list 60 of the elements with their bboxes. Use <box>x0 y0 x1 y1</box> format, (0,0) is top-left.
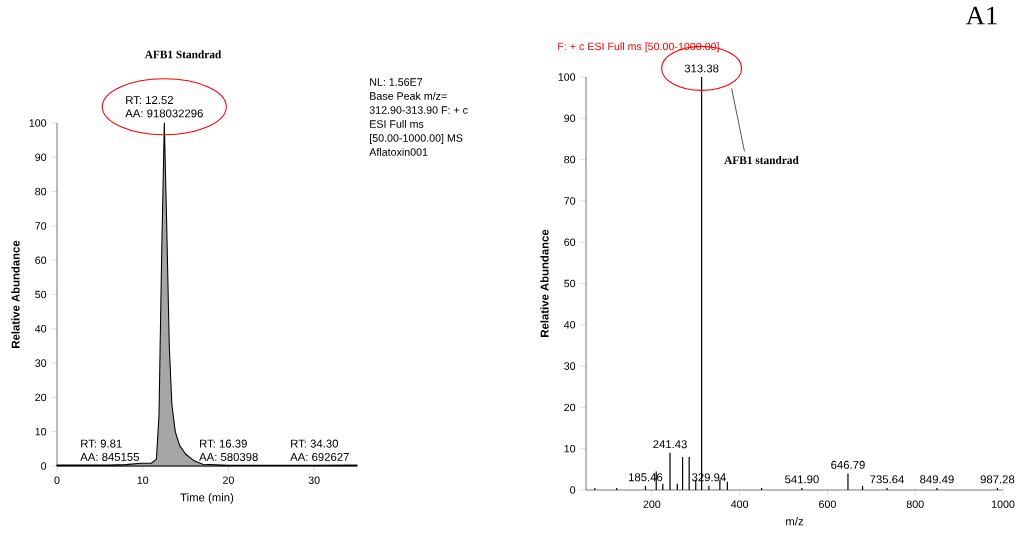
x-tick-label: 200 <box>643 500 661 508</box>
x-tick-label: 0 <box>54 476 60 484</box>
annotation: 313.38 <box>684 64 719 73</box>
y-tick-label: 60 <box>564 238 576 246</box>
y-tick-label: 0 <box>570 486 576 494</box>
y-tick-label: 80 <box>564 155 576 164</box>
y-tick-label: 90 <box>35 153 47 162</box>
y-tick-label: 100 <box>558 73 576 81</box>
x-tick-label: 1000 <box>991 500 1015 508</box>
annotation: 849.49 <box>920 475 954 484</box>
y-tick-label: 50 <box>35 290 47 299</box>
annotation: 646.79 <box>831 460 865 469</box>
y-tick-label: 40 <box>563 321 576 329</box>
x-tick-label: 600 <box>819 500 836 508</box>
chart-title: F: + c ESI Full ms [50.00-1000.00] <box>558 42 719 53</box>
y-tick-label: 90 <box>564 114 576 123</box>
y-tick-label: 100 <box>29 119 47 127</box>
annotation: AA: 580398 <box>199 452 258 461</box>
x-tick-label: 20 <box>223 476 234 484</box>
annotation: 987.28 <box>980 475 1015 484</box>
text: [50.00-1000.00] MS <box>370 133 463 144</box>
annotation: RT: 16.39 <box>200 439 247 448</box>
annotation: AFB1 standrad <box>724 156 799 165</box>
y-tick-label: 30 <box>564 362 576 370</box>
annotation: RT: 9.81 <box>81 439 122 448</box>
y-axis-title: Relative Abundance <box>11 240 20 348</box>
y-tick-label: 50 <box>564 279 576 288</box>
y-tick-label: 20 <box>564 403 576 412</box>
x-tick-label: 10 <box>137 476 149 484</box>
y-tick-label: 10 <box>564 444 576 453</box>
y-tick-label: 70 <box>35 222 47 230</box>
annotation: RT: 12.52 <box>126 96 173 105</box>
y-tick-label: 0 <box>41 462 47 470</box>
y-tick-label: 60 <box>35 256 47 264</box>
x-tick-label: 800 <box>906 500 924 508</box>
x-tick-label: 30 <box>308 476 320 484</box>
y-tick-label: 10 <box>35 427 47 436</box>
x-axis-title: Time (min) <box>180 493 234 504</box>
annotation: AA: 918032296 <box>125 109 203 118</box>
y-tick-label: 20 <box>35 393 47 402</box>
x-axis-title: m/z <box>786 517 804 526</box>
annotation: 241.43 <box>653 440 687 449</box>
chart-title: AFB1 Standrad <box>144 50 222 59</box>
annotation: 541.90 <box>785 475 819 484</box>
y-tick-label: 80 <box>35 187 47 196</box>
text: 312.90-313.90 F: + c <box>369 106 468 114</box>
y-tick-label: 70 <box>564 197 576 205</box>
y-tick-label: 30 <box>35 359 47 367</box>
text: A1 <box>965 6 997 25</box>
annotation: 735.64 <box>870 475 904 484</box>
text: NL: 1.56E7 <box>370 78 423 86</box>
y-tick-label: 40 <box>34 325 47 333</box>
y-axis-title: Relative Abundance <box>540 229 549 337</box>
annotation: RT: 34.30 <box>291 439 339 448</box>
x-tick-label: 400 <box>730 500 749 508</box>
text: Base Peak m/z= <box>370 91 447 100</box>
annotation: AA: 692627 <box>290 452 349 461</box>
text: Aflatoxin001 <box>369 147 428 156</box>
text: ESI Full ms <box>370 119 424 128</box>
annotation: AA: 845155 <box>80 452 139 461</box>
